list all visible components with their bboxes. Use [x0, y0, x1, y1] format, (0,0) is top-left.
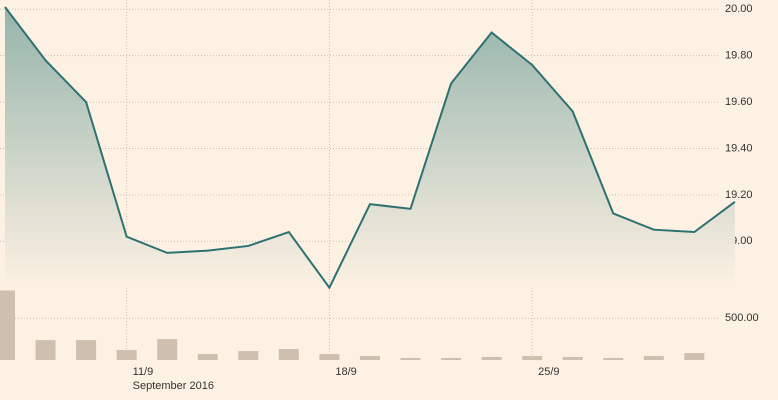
x-tick-label: 11/9 [133, 366, 154, 378]
volume-bar [116, 350, 137, 360]
volume-bar [0, 290, 15, 360]
price-line [4, 6, 736, 290]
volume-bar [197, 354, 218, 360]
volume-bar [76, 340, 97, 360]
y-tick-label: 19.80 [725, 50, 753, 62]
y-tick-label: 20.00 [725, 3, 753, 15]
volume-bar [35, 340, 56, 360]
volume-bar [481, 356, 502, 360]
volume-bar [238, 351, 259, 360]
y-tick-label: 19.60 [725, 96, 753, 108]
volume-bar [400, 357, 421, 360]
volume-bar [603, 357, 624, 360]
volume-bar [157, 339, 178, 360]
volume-bar [441, 357, 462, 360]
volume-bar [359, 355, 380, 360]
x-tick-label: 18/9 [335, 366, 356, 378]
y2-tick-label: 500.00 [725, 312, 759, 324]
volume-bar [562, 356, 583, 360]
y-tick-label: 19.40 [725, 142, 753, 154]
volume-bar [522, 355, 543, 360]
volume-bar [319, 354, 340, 360]
volume-bar [278, 349, 299, 360]
x-tick-label: 25/9 [538, 366, 559, 378]
area [5, 6, 735, 288]
x-sublabel: September 2016 [133, 380, 214, 392]
volume-bar [643, 355, 664, 360]
y-tick-label: 19.20 [725, 189, 753, 201]
volume-bar [684, 353, 705, 360]
